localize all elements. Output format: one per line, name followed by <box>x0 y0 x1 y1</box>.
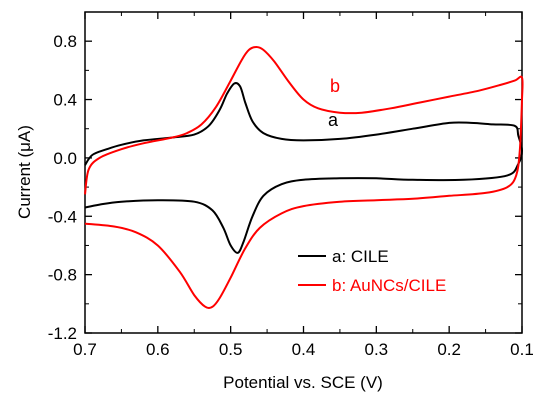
axis-tick-labels: 0.7 0.6 0.5 0.4 0.3 0.2 0.1 0.8 0.4 0.0 -0.4 -0.8 -1… <box>48 32 534 359</box>
x-tick-label: 0.1 <box>510 340 534 359</box>
legend-entry-a: a: CILE <box>332 247 389 266</box>
x-tick-label: 0.6 <box>146 340 170 359</box>
y-tick-label: -0.4 <box>48 207 77 226</box>
curve-label-b: b <box>330 76 340 96</box>
y-tick-label: 0.8 <box>53 32 77 51</box>
data-series <box>84 46 524 310</box>
series-line-b <box>84 46 524 310</box>
series-line-a <box>84 82 523 254</box>
x-axis-title: Potential vs. SCE (V) <box>223 373 383 392</box>
x-tick-label: 0.5 <box>219 340 243 359</box>
x-tick-label: 0.7 <box>73 340 97 359</box>
axis-ticks <box>84 12 523 334</box>
x-tick-label: 0.3 <box>365 340 389 359</box>
legend: a: CILE b: AuNCs/CILE <box>298 247 446 295</box>
legend-entry-b: b: AuNCs/CILE <box>332 276 446 295</box>
y-axis-title: Current (μA) <box>15 125 34 219</box>
y-tick-label: -0.8 <box>48 266 77 285</box>
y-tick-label: -1.2 <box>48 324 77 343</box>
x-tick-label: 0.2 <box>437 340 461 359</box>
x-tick-label: 0.4 <box>292 340 316 359</box>
y-tick-label: 0.4 <box>53 91 77 110</box>
y-tick-label: 0.0 <box>53 149 77 168</box>
curve-label-a: a <box>328 110 339 130</box>
